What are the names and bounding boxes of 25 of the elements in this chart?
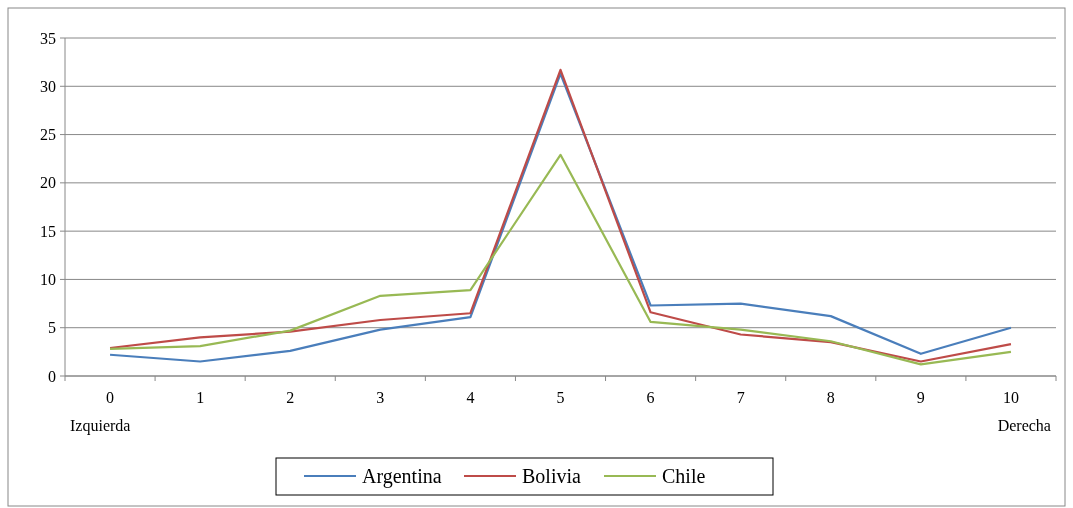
y-tick-label: 10: [40, 271, 56, 289]
legend-label: Bolivia: [522, 465, 582, 487]
y-tick-label: 20: [40, 174, 56, 192]
x-tick-label: 8: [826, 389, 835, 406]
x-tick-label: 1: [196, 389, 205, 406]
y-tick-label: 15: [40, 222, 56, 240]
x-tick-label: 4: [466, 389, 475, 406]
y-tick-label: 5: [48, 319, 56, 337]
x-tick-label: 10: [1002, 389, 1019, 406]
text: Derecha: [997, 417, 1051, 434]
x-tick-label: 7: [736, 389, 745, 406]
x-tick-label: 9: [916, 389, 925, 406]
y-tick-label: 25: [40, 126, 56, 144]
x-tick-label: 6: [646, 389, 655, 406]
y-tick-label: 30: [40, 77, 56, 95]
line-series: [108, 153, 1013, 366]
x-tick-label: 5: [556, 389, 565, 406]
x-tick-label: 0: [106, 389, 115, 406]
text: Izquierda: [70, 417, 131, 435]
x-tick-label: 3: [376, 389, 385, 406]
y-tick-label: 0: [48, 367, 56, 385]
legend-label: Chile: [662, 465, 706, 487]
y-tick-label: 35: [40, 29, 56, 47]
x-tick-label: 2: [286, 389, 295, 406]
legend-label: Argentina: [362, 465, 442, 488]
